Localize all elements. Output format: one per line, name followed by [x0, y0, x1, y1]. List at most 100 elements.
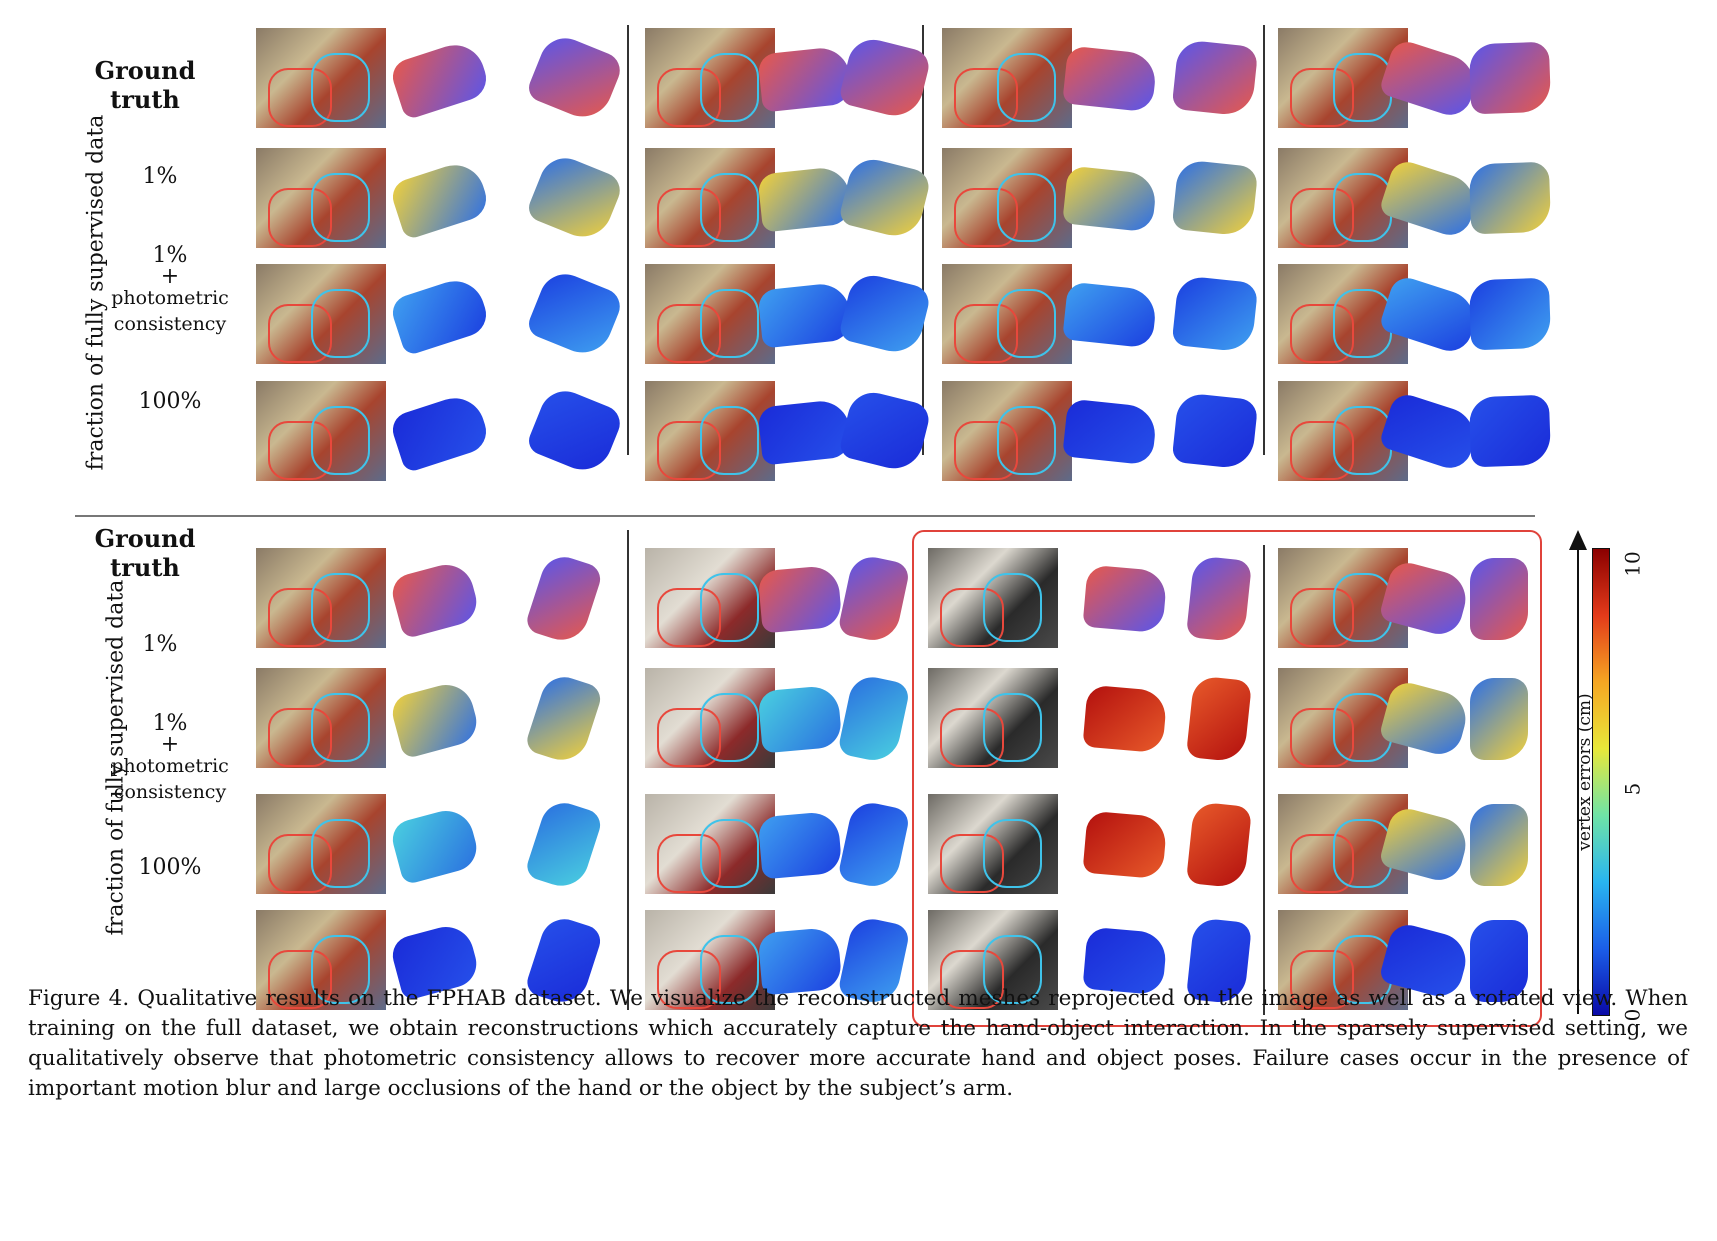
- mesh-render: [1468, 41, 1552, 115]
- y-axis-label-top: fraction of fully supervised data: [83, 114, 109, 471]
- hand-outline: [311, 935, 370, 1004]
- y-axis-label-bottom: fraction of fully supervised data: [103, 579, 129, 936]
- failure-cases-frame: [912, 530, 1542, 1027]
- image-thumbnail: [256, 668, 386, 768]
- hand-outline: [311, 573, 370, 642]
- object-outline: [268, 68, 332, 127]
- mesh-render: [523, 797, 605, 893]
- mesh-render: [1468, 161, 1552, 235]
- row-label-text-consistency: consistency: [113, 781, 227, 803]
- row-label-100pct-bottom: 100%: [138, 855, 202, 880]
- mesh-render: [1082, 684, 1168, 754]
- image-thumbnail: [645, 381, 775, 481]
- hand-outline: [997, 289, 1056, 358]
- mesh-render: [523, 551, 605, 647]
- section-divider: [75, 515, 1535, 517]
- row-label-1pct-top: 1%: [142, 164, 178, 189]
- object-outline: [268, 588, 332, 647]
- hand-outline: [983, 693, 1042, 762]
- object-outline: [940, 834, 1004, 893]
- object-outline: [657, 68, 721, 127]
- hand-outline: [311, 819, 370, 888]
- mesh-render: [1171, 39, 1259, 117]
- hand-outline: [700, 53, 759, 122]
- object-outline: [268, 708, 332, 767]
- object-outline: [657, 304, 721, 363]
- mesh-render: [1082, 810, 1168, 880]
- row-label-text-1pct: 1%: [152, 243, 188, 268]
- object-outline: [954, 188, 1018, 247]
- colorbar-tick-5: 5: [1620, 782, 1645, 796]
- hand-outline: [700, 289, 759, 358]
- hand-outline: [700, 173, 759, 242]
- object-outline: [954, 421, 1018, 480]
- mesh-render: [388, 558, 482, 640]
- object-outline: [954, 304, 1018, 363]
- row-label-100pct-top: 100%: [138, 389, 202, 414]
- object-outline: [657, 708, 721, 767]
- hand-outline: [997, 53, 1056, 122]
- row-label-text-consistency: consistency: [113, 313, 227, 335]
- mesh-render: [837, 154, 933, 242]
- mesh-render: [1062, 398, 1158, 466]
- object-outline: [657, 188, 721, 247]
- hand-outline: [983, 935, 1042, 1004]
- image-thumbnail: [256, 794, 386, 894]
- row-label-text-photometric: photometric: [111, 287, 229, 309]
- row-label-text-1pct: 1%: [152, 711, 188, 736]
- mesh-render: [1062, 281, 1158, 349]
- object-outline: [1290, 304, 1354, 363]
- object-outline: [268, 421, 332, 480]
- row-label-1pct-bottom: 1%: [142, 632, 178, 657]
- image-thumbnail: [942, 28, 1072, 128]
- mesh-render: [388, 678, 482, 760]
- image-thumbnail: [256, 910, 386, 1010]
- object-outline: [1290, 68, 1354, 127]
- object-outline: [657, 834, 721, 893]
- hand-outline: [700, 406, 759, 475]
- mesh-render: [837, 34, 933, 122]
- colorbar-arrow-line: [1577, 548, 1579, 1014]
- image-thumbnail: [942, 148, 1072, 248]
- mesh-render: [1082, 564, 1168, 634]
- hand-outline: [700, 935, 759, 1004]
- figure-caption: Figure 4. Qualitative results on the FPH…: [28, 986, 1688, 1101]
- mesh-render: [757, 165, 853, 233]
- mesh-render: [837, 270, 933, 358]
- image-thumbnail: [645, 548, 775, 648]
- mesh-render: [757, 810, 843, 880]
- hand-outline: [311, 693, 370, 762]
- mesh-render: [1470, 804, 1528, 886]
- hand-outline: [311, 173, 370, 242]
- row-label-text-plus: +: [160, 264, 180, 289]
- mesh-render: [524, 266, 626, 362]
- object-outline: [940, 708, 1004, 767]
- hand-outline: [311, 53, 370, 122]
- image-thumbnail: [645, 28, 775, 128]
- object-outline: [940, 950, 1004, 1009]
- image-thumbnail: [942, 381, 1072, 481]
- object-outline: [657, 950, 721, 1009]
- mesh-render: [388, 157, 492, 241]
- object-outline: [1290, 588, 1354, 647]
- object-outline: [268, 834, 332, 893]
- mesh-render: [524, 30, 626, 126]
- object-outline: [1290, 708, 1354, 767]
- column-separator: [627, 530, 629, 1010]
- mesh-render: [1470, 678, 1528, 760]
- colorbar-gradient: [1592, 548, 1610, 1016]
- column-separator: [1263, 25, 1265, 455]
- mesh-render: [1171, 159, 1259, 237]
- object-outline: [940, 588, 1004, 647]
- colorbar-arrow-head: [1569, 530, 1587, 550]
- image-thumbnail: [942, 264, 1072, 364]
- mesh-render: [523, 671, 605, 767]
- object-outline: [268, 304, 332, 363]
- mesh-render: [837, 552, 911, 646]
- mesh-render: [388, 273, 492, 357]
- image-thumbnail: [928, 668, 1058, 768]
- mesh-render: [524, 150, 626, 246]
- hand-outline: [997, 406, 1056, 475]
- mesh-render: [757, 281, 853, 349]
- image-thumbnail: [928, 794, 1058, 894]
